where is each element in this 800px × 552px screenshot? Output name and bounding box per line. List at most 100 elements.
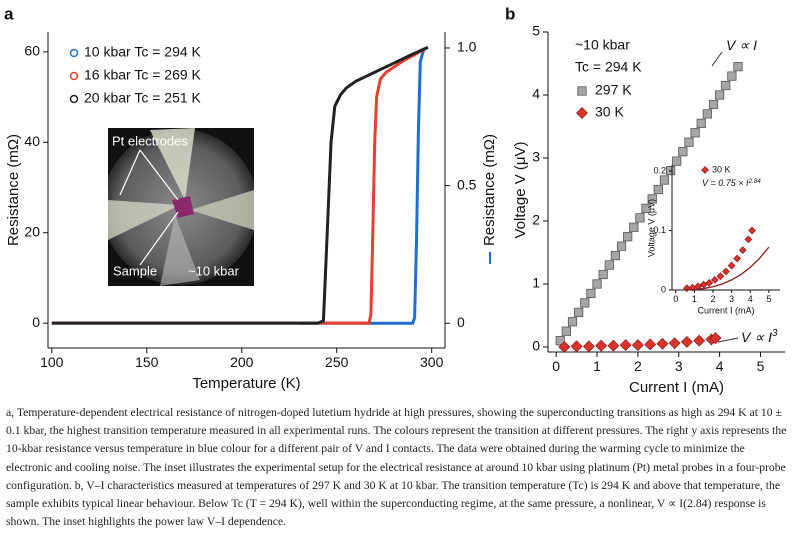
legend-label: 297 K [595,82,632,98]
annotation-sup: 3 [772,328,778,339]
legend-marker [69,94,79,104]
point [574,307,584,317]
point [748,226,756,235]
point [659,175,670,185]
point [610,251,621,261]
point [635,213,645,223]
y2-axis-label: Resistance (mΩ) [481,134,498,246]
y-tick-label: 5 [532,23,540,39]
point [629,222,639,232]
point [696,118,706,128]
panel-label: b [505,4,515,23]
series-line [51,46,429,325]
legend-label: 30 K [712,164,731,174]
point [631,339,644,352]
point [570,340,583,353]
series-line [298,47,426,325]
x-tick-label: 0 [552,358,560,374]
annotation: V ∝ I3 [741,328,778,345]
x-axis-label: Current I (mA) [697,305,754,315]
point [595,339,608,352]
annotation-sup: 2.84 [748,178,762,185]
y-tick-label: 1 [532,275,540,291]
point [561,326,571,336]
legend-label: 10 kbar Tc = 294 K [84,44,202,60]
point [598,269,608,280]
point [738,246,747,254]
legend-label: 16 kbar Tc = 269 K [84,67,202,83]
inset-photo [108,128,254,286]
series-line [685,246,770,291]
point [668,337,681,350]
point [733,62,743,72]
point [555,336,565,346]
y-tick-label: 2 [532,212,540,228]
point [623,232,633,242]
point [558,341,571,353]
legend-marker [701,166,709,174]
x-tick-label: 5 [757,358,765,374]
x-tick-label: 4 [748,294,753,304]
point [653,184,663,195]
x-tick-label: 3 [675,358,683,374]
leader [717,337,739,343]
point [580,298,590,308]
y-tick-label: 20 [24,223,40,239]
point [727,261,736,270]
y-tick-label: 60 [24,43,40,59]
photo-label: Pt electrodes [112,133,188,148]
point [641,203,651,213]
x-tick-label: 2 [710,294,715,304]
leader [711,51,723,67]
point [715,90,725,100]
point [582,340,595,353]
y-tick-label: 4 [532,86,540,102]
y-tick-label: 3 [532,149,540,165]
x-tick-label: 100 [40,354,64,370]
legend-title: ~10 kbar [575,37,630,53]
x-tick-label: 5 [766,294,771,304]
point [690,128,700,138]
y-tick-label: 0 [32,314,40,330]
point [644,338,657,351]
point [716,272,725,281]
x-tick-label: 300 [420,354,444,370]
point [684,137,694,147]
point [592,279,602,289]
annotation: V ∝ I [726,37,757,53]
x-tick-label: 1 [692,294,697,304]
legend-label: 30 K [595,104,624,120]
photo-label: Sample [113,263,157,278]
x-axis-label: Current I (mA) [629,379,724,396]
panel-label: a [4,4,14,23]
legend-title: Tc = 294 K [575,59,642,75]
point [647,194,657,204]
y-axis-label: Voltage V (μV) [646,199,656,257]
x-tick-label: 200 [230,354,254,370]
point [656,337,669,350]
point [616,241,627,251]
annotation-text: V = 0.75 × I [702,178,749,188]
y-axis-label: Voltage V (μV) [512,141,529,238]
legend-marker [69,71,79,81]
point [722,267,730,276]
legend-label: 20 kbar Tc = 251 K [84,90,202,106]
point [604,260,614,270]
figure: a b 100 150 200 250 300020406000.51.0Tempera… [4,4,785,396]
x-axis-label: Temperature (K) [192,375,300,392]
x-tick-label: 1 [593,358,601,374]
point [727,71,737,81]
point [710,276,719,284]
y2-tick-label: 1.0 [457,39,477,55]
x-tick-label: 2 [634,358,642,374]
x-tick-label: 4 [716,358,724,374]
y-tick-label: 0.1 [653,225,666,235]
y-tick-label: 0 [532,338,540,354]
point [709,332,722,345]
y-axis-label: Resistance (mΩ) [5,134,22,246]
point [702,109,712,119]
y-tick-label: 0.2 [653,165,666,175]
point [567,317,578,327]
point [672,156,682,166]
y-tick-label: 40 [24,133,40,149]
